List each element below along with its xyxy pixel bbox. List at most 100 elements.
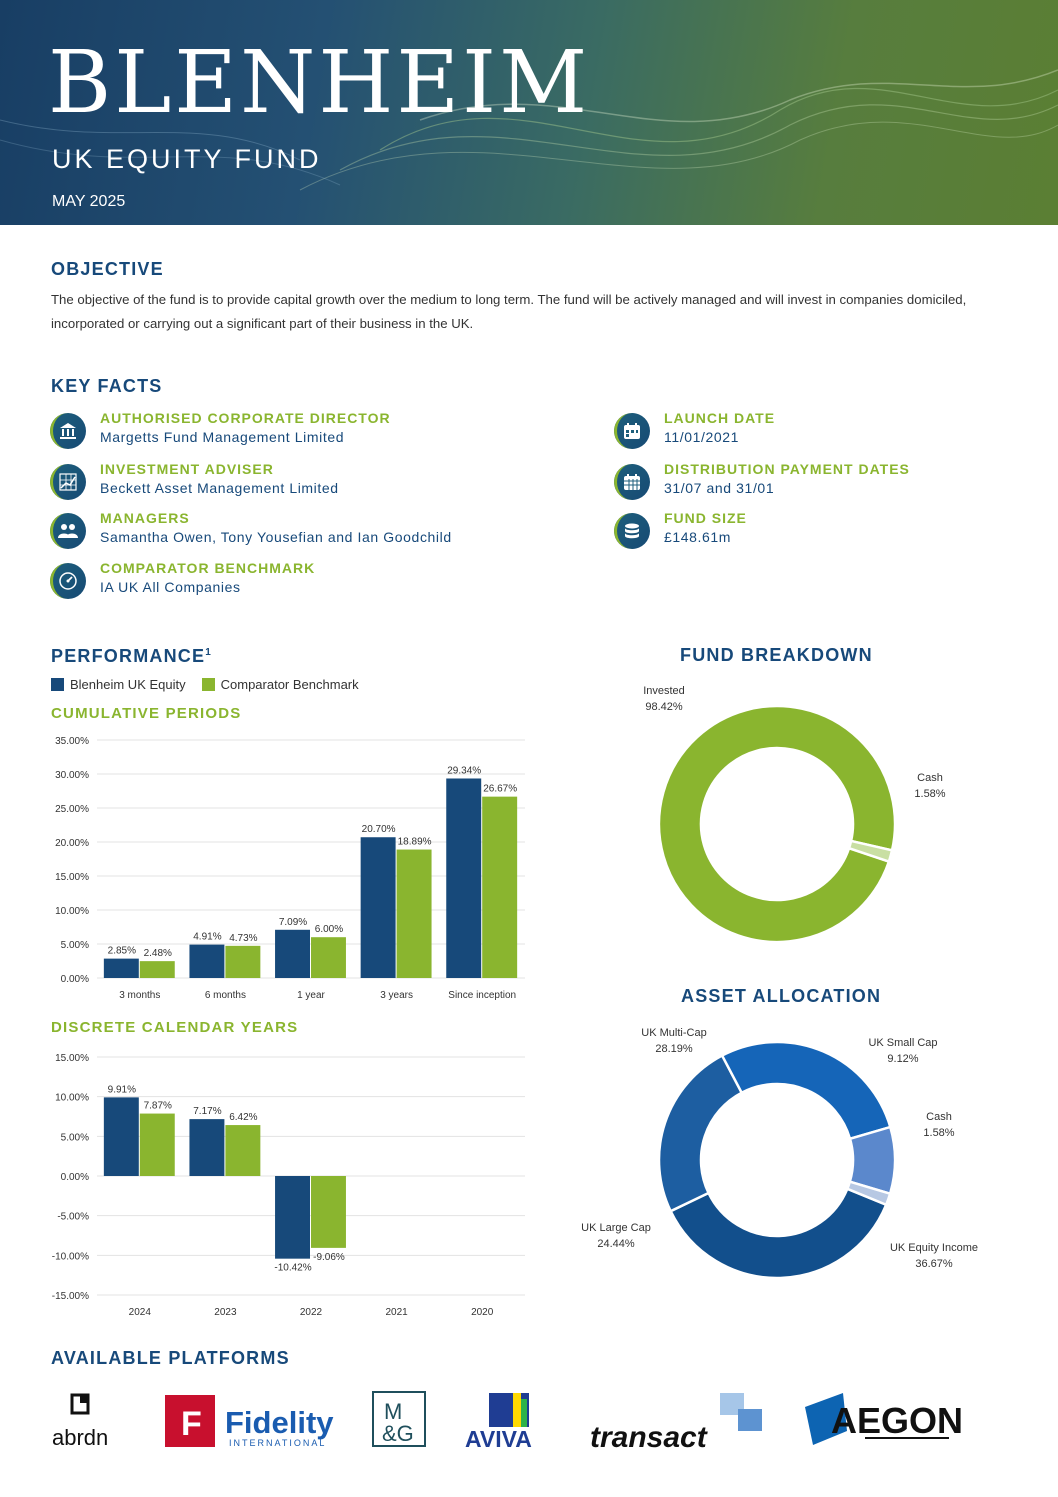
data-label: 18.89% bbox=[398, 837, 432, 848]
fact-value: 31/07 and 31/01 bbox=[664, 480, 775, 496]
performance-legend: Blenheim UK Equity Comparator Benchmark bbox=[51, 677, 375, 692]
fact-value: 11/01/2021 bbox=[664, 429, 740, 445]
report-date: MAY 2025 bbox=[52, 193, 126, 210]
platform-logos: abrdn F Fidelity INTERNATIONAL M &G AVIV… bbox=[0, 1385, 1058, 1455]
y-tick-label: 0.00% bbox=[61, 1172, 89, 1183]
data-label: 9.91% bbox=[108, 1084, 136, 1095]
fact-label: COMPARATOR BENCHMARK bbox=[100, 560, 316, 576]
donut-slice bbox=[668, 1187, 888, 1280]
transact-logo: transact bbox=[590, 1393, 762, 1451]
slice-name-label: UK Large Cap bbox=[581, 1222, 651, 1234]
fidelity-logo: F Fidelity INTERNATIONAL bbox=[165, 1395, 334, 1448]
mandg-logo: M &G bbox=[372, 1391, 426, 1447]
bar-fund bbox=[189, 944, 225, 978]
bar-fund bbox=[360, 837, 396, 978]
cumulative-heading: CUMULATIVE PERIODS bbox=[51, 705, 242, 722]
aegon-logo: AEGON bbox=[805, 1393, 963, 1445]
legend-label-benchmark: Comparator Benchmark bbox=[220, 677, 359, 692]
bar-benchmark bbox=[225, 1125, 261, 1176]
bar-fund bbox=[103, 958, 139, 978]
y-tick-label: 5.00% bbox=[61, 940, 89, 951]
cumulative-bar-chart: 0.00% 5.00% 10.00% 15.00% 20.00% 25.00% 30.00%… bbox=[55, 736, 525, 1001]
aviva-logo: AVIVA bbox=[465, 1393, 532, 1449]
bar-benchmark bbox=[482, 796, 518, 978]
bar-fund bbox=[103, 1097, 139, 1176]
fidelity-logo-subtext: INTERNATIONAL bbox=[229, 1438, 326, 1448]
slice-name-label: UK Equity Income bbox=[890, 1242, 978, 1254]
legend-label-fund: Blenheim UK Equity bbox=[70, 677, 186, 692]
y-tick-label: 0.00% bbox=[61, 974, 89, 985]
data-label: -9.06% bbox=[313, 1252, 345, 1263]
legend-swatch-fund bbox=[51, 678, 64, 691]
x-tick-label: Since inception bbox=[448, 990, 516, 1001]
data-label: -10.42% bbox=[274, 1263, 311, 1274]
slice-value-label: 24.44% bbox=[597, 1238, 635, 1250]
y-tick-label: 15.00% bbox=[55, 1053, 89, 1064]
bar-fund bbox=[275, 929, 310, 978]
slice-value-label: 9.12% bbox=[887, 1053, 918, 1065]
aegon-logo-text: AEGON bbox=[831, 1400, 963, 1441]
y-tick-label: 10.00% bbox=[55, 1093, 89, 1104]
donut-slice bbox=[657, 1053, 744, 1213]
abrdn-logo: abrdn bbox=[52, 1393, 108, 1449]
bar-benchmark bbox=[139, 1113, 175, 1176]
slice-value-label: 28.19% bbox=[655, 1043, 693, 1055]
fact-value: IA UK All Companies bbox=[100, 579, 241, 595]
fact-value: Samantha Owen, Tony Yousefian and Ian Go… bbox=[100, 529, 452, 545]
aviva-logo-text: AVIVA bbox=[465, 1426, 532, 1449]
fidelity-logo-text: Fidelity bbox=[225, 1405, 334, 1440]
y-tick-label: 20.00% bbox=[55, 838, 89, 849]
fact-value: Margetts Fund Management Limited bbox=[100, 429, 345, 445]
people-icon bbox=[50, 513, 86, 549]
banner-wave-graphic bbox=[0, 69, 1058, 191]
x-tick-label: 2022 bbox=[300, 1307, 323, 1318]
data-label: 20.70% bbox=[362, 824, 396, 835]
fact-label: AUTHORISED CORPORATE DIRECTOR bbox=[100, 410, 391, 426]
y-tick-label: 35.00% bbox=[55, 736, 89, 747]
data-label: 2.48% bbox=[144, 948, 172, 959]
platforms-heading: AVAILABLE PLATFORMS bbox=[51, 1348, 290, 1368]
y-tick-label: 5.00% bbox=[61, 1132, 89, 1143]
bar-benchmark bbox=[396, 849, 432, 978]
data-label: 6.00% bbox=[315, 924, 343, 935]
x-tick-label: 3 months bbox=[119, 990, 160, 1001]
data-label: 7.09% bbox=[279, 917, 307, 928]
discrete-heading: DISCRETE CALENDAR YEARS bbox=[51, 1019, 299, 1036]
data-label: 7.17% bbox=[193, 1106, 221, 1117]
fact-label: MANAGERS bbox=[100, 510, 190, 526]
legend-swatch-benchmark bbox=[201, 678, 215, 691]
slice-value-label: 1.58% bbox=[914, 788, 945, 800]
asset-allocation-donut: UK Equity Income 36.67% UK Large Cap 24.44%… bbox=[581, 1027, 978, 1280]
performance-footnote-marker: 1 bbox=[205, 647, 212, 658]
slice-value-label: 36.67% bbox=[915, 1258, 953, 1270]
data-label: 6.42% bbox=[229, 1112, 257, 1123]
mandg-logo-text-2: &G bbox=[382, 1421, 414, 1446]
fact-label: FUND SIZE bbox=[664, 510, 747, 526]
x-tick-label: 3 years bbox=[380, 990, 413, 1001]
x-tick-label: 2021 bbox=[385, 1307, 408, 1318]
bar-benchmark bbox=[139, 961, 175, 978]
performance-heading: PERFORMANCE1 bbox=[51, 646, 212, 667]
donut-slice bbox=[720, 1040, 892, 1141]
fact-label: DISTRIBUTION PAYMENT DATES bbox=[664, 461, 910, 477]
slice-name-label: Cash bbox=[917, 772, 943, 784]
data-label: 4.73% bbox=[229, 933, 257, 944]
bank-icon bbox=[50, 413, 86, 449]
y-tick-label: 30.00% bbox=[55, 770, 89, 781]
chart-grid-icon bbox=[50, 464, 86, 500]
fact-value: £148.61m bbox=[664, 529, 732, 545]
objective-heading: OBJECTIVE bbox=[51, 259, 164, 279]
discrete-bar-chart: -15.00% -10.00% -5.00% 0.00% 5.00% 10.00% 15.0… bbox=[52, 1053, 525, 1318]
x-tick-label: 2020 bbox=[471, 1307, 494, 1318]
coins-icon bbox=[614, 513, 650, 549]
slice-name-label: UK Small Cap bbox=[868, 1037, 937, 1049]
svg-text:F: F bbox=[181, 1405, 202, 1443]
y-tick-label: -10.00% bbox=[52, 1251, 89, 1262]
gauge-icon bbox=[50, 563, 86, 599]
header-banner: BLENHEIM UK EQUITY FUND MAY 2025 bbox=[0, 0, 1058, 225]
bar-benchmark bbox=[225, 945, 261, 978]
y-tick-label: -15.00% bbox=[52, 1291, 89, 1302]
y-tick-label: 25.00% bbox=[55, 804, 89, 815]
slice-value-label: 1.58% bbox=[923, 1127, 954, 1139]
x-tick-label: 2024 bbox=[129, 1307, 152, 1318]
